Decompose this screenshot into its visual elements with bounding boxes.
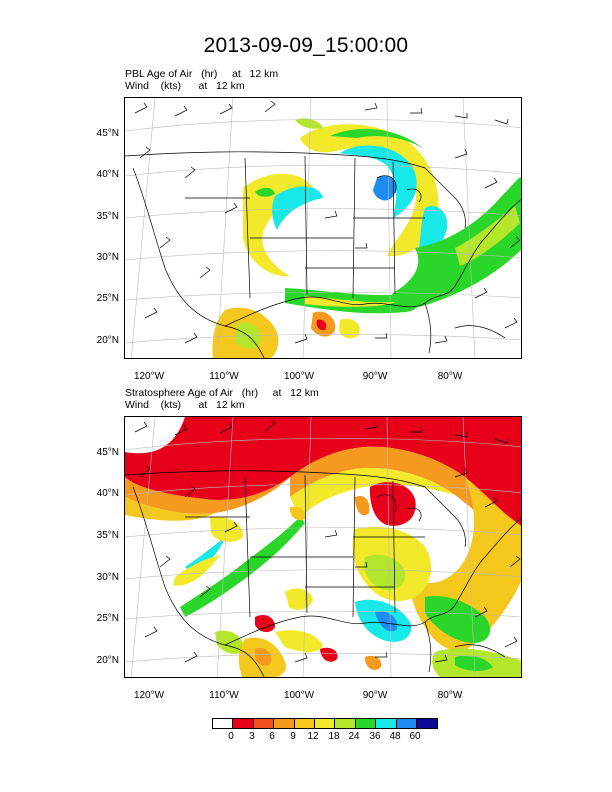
panel2-subtitle-line2: Wind (kts) at 12 km — [125, 399, 245, 411]
p2-lat-25: 25°N — [96, 613, 119, 624]
colorbar-label-60: 60 — [409, 731, 421, 742]
p1-lon-110: 110°W — [209, 371, 239, 382]
colorbar-label-3: 3 — [249, 731, 255, 742]
panel1-subtitle-line2: Wind (kts) at 12 km — [125, 80, 245, 92]
p1-lon-120: 120°W — [133, 371, 165, 382]
p2-lat-40: 40°N — [96, 488, 119, 499]
panel2-subtitle-line1: Stratosphere Age of Air (hr) at 12 km — [125, 387, 319, 399]
p2-lon-90: 90°W — [362, 690, 388, 701]
colorbar-swatch-8 — [376, 719, 397, 728]
p2-lat-45: 45°N — [96, 447, 119, 458]
p1-lat-45: 45°N — [96, 128, 119, 139]
colorbar-label-12: 12 — [307, 731, 319, 742]
colorbar-swatch-6 — [335, 719, 356, 728]
colorbar-swatch-2 — [253, 719, 275, 728]
pbl-age-field — [125, 98, 521, 358]
colorbar-swatch-5 — [314, 719, 336, 728]
p1-lon-80: 80°W — [437, 371, 463, 382]
p2-lat-30: 30°N — [96, 572, 119, 583]
p2-lon-120: 120°W — [133, 690, 165, 701]
p1-lat-25: 25°N — [96, 293, 119, 304]
colorbar-label-36: 36 — [369, 731, 381, 742]
colorbar-swatch-10 — [416, 719, 438, 728]
colorbar-label-9: 9 — [290, 731, 296, 742]
p1-lon-90: 90°W — [362, 371, 388, 382]
p1-lat-30: 30°N — [96, 252, 119, 263]
colorbar-label-18: 18 — [328, 731, 340, 742]
colorbar — [212, 718, 439, 729]
p1-lat-20: 20°N — [96, 335, 119, 346]
stratosphere-age-field — [125, 417, 521, 677]
colorbar-swatch-7 — [355, 719, 377, 728]
colorbar-label-6: 6 — [269, 731, 275, 742]
pbl-age-map — [124, 97, 522, 359]
colorbar-label-48: 48 — [389, 731, 401, 742]
p1-lat-35: 35°N — [96, 211, 119, 222]
colorbar-swatch-9 — [396, 719, 417, 728]
p2-lat-20: 20°N — [96, 655, 119, 666]
p2-lon-100: 100°W — [283, 690, 315, 701]
colorbar-swatch-4 — [294, 719, 315, 728]
colorbar-swatch-1 — [233, 719, 254, 728]
p1-lon-100: 100°W — [283, 371, 315, 382]
stratosphere-age-map — [124, 416, 522, 678]
panel1-subtitle-line1: PBL Age of Air (hr) at 12 km — [125, 68, 279, 80]
figure-title: 2013-09-09_15:00:00 — [203, 34, 409, 57]
colorbar-label-0: 0 — [228, 731, 234, 742]
colorbar-label-24: 24 — [348, 731, 360, 742]
p2-lon-80: 80°W — [437, 690, 463, 701]
p2-lat-35: 35°N — [96, 530, 119, 541]
colorbar-swatch-0 — [213, 719, 234, 728]
p2-lon-110: 110°W — [209, 690, 239, 701]
colorbar-swatch-3 — [274, 719, 295, 728]
p1-lat-40: 40°N — [96, 169, 119, 180]
